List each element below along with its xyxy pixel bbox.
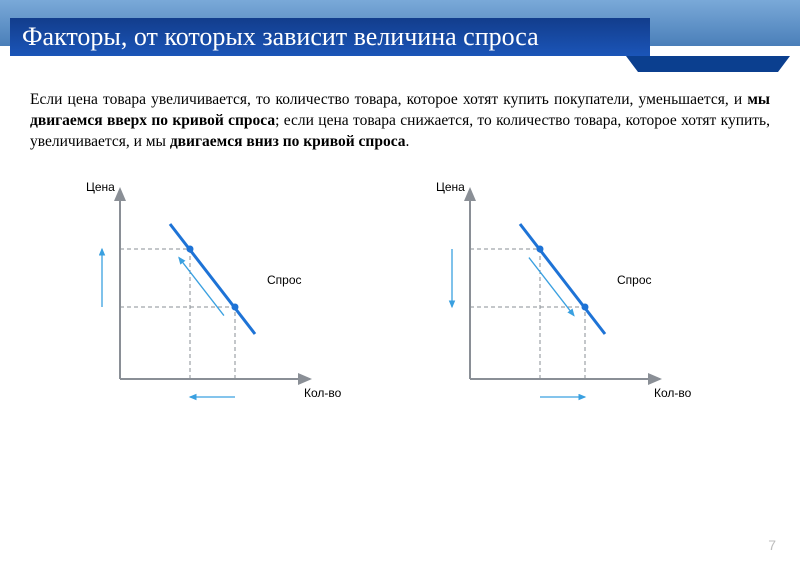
svg-text:Кол-во: Кол-во	[304, 386, 342, 400]
body-paragraph: Если цена товара увеличивается, то колич…	[0, 68, 800, 159]
header-tab-shape	[626, 56, 790, 72]
svg-text:Спрос: Спрос	[267, 273, 302, 287]
svg-text:Спрос: Спрос	[617, 273, 652, 287]
svg-text:Цена: Цена	[86, 180, 115, 194]
svg-text:Цена: Цена	[436, 180, 465, 194]
para-text-3: .	[406, 133, 410, 150]
para-bold-2: двигаемся вниз по кривой спроса	[170, 133, 406, 150]
page-number: 7	[768, 537, 776, 553]
slide-header: Факторы, от которых зависит величина спр…	[0, 0, 800, 68]
slide-title: Факторы, от которых зависит величина спр…	[22, 22, 539, 52]
demand-chart-left: Цена Кол-во Спрос	[60, 169, 370, 429]
charts-row: Цена Кол-во Спрос Цена Кол-во Спрос	[0, 159, 800, 429]
demand-chart-right: Цена Кол-во Спрос	[410, 169, 720, 429]
svg-text:Кол-во: Кол-во	[654, 386, 692, 400]
para-text-1: Если цена товара увеличивается, то колич…	[30, 91, 747, 108]
